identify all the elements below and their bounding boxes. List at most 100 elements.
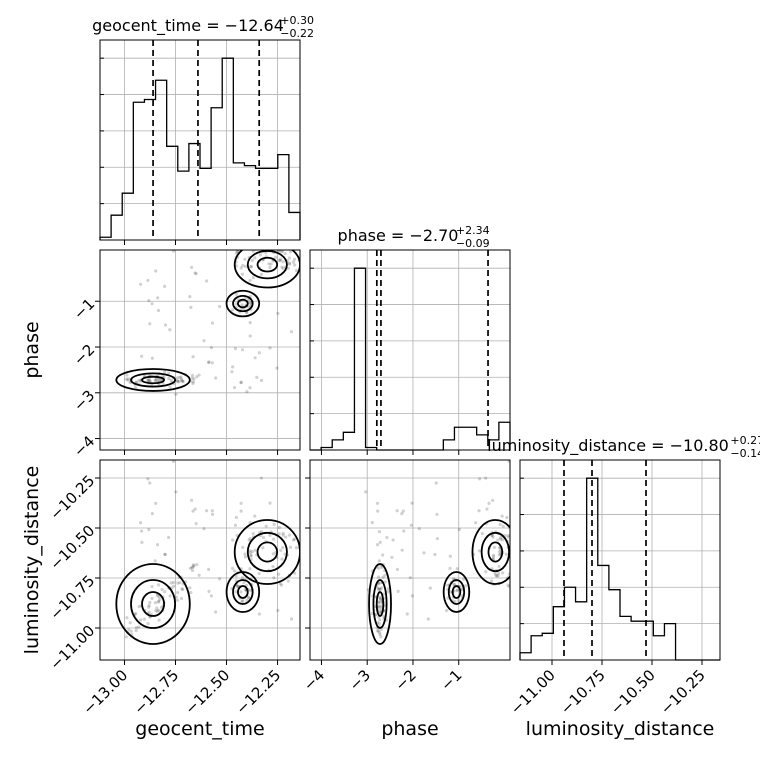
sample-point <box>378 631 382 635</box>
sample-point <box>261 535 266 540</box>
sample-point <box>377 566 381 570</box>
sample-point <box>428 586 432 590</box>
hist-step-phase <box>310 267 511 451</box>
sample-point <box>231 538 235 542</box>
sample-point <box>507 572 510 576</box>
sample-point <box>452 582 456 587</box>
sample-point <box>195 375 199 379</box>
x-axis-label-phase: phase <box>381 718 438 740</box>
sample-point <box>287 262 292 266</box>
sample-point <box>239 380 243 384</box>
sample-point <box>281 533 285 537</box>
sample-point <box>140 354 144 358</box>
y-tick-label: −11.00 <box>46 622 98 674</box>
sample-point <box>163 323 168 327</box>
sample-point <box>253 256 257 260</box>
sample-point <box>150 596 154 601</box>
sample-point <box>268 501 272 505</box>
sample-point <box>284 535 288 539</box>
scatter-panel-phase-luminosity_distance <box>309 459 511 661</box>
sample-point <box>243 257 247 261</box>
x-tick-label: −3 <box>346 666 374 694</box>
sample-point <box>176 379 180 383</box>
sample-point <box>146 378 150 383</box>
sample-point <box>376 509 380 513</box>
sample-point <box>395 567 400 571</box>
sample-point <box>400 548 404 552</box>
sample-point <box>157 608 161 612</box>
title-sup-phase: +2.34 <box>456 224 490 237</box>
sample-point <box>155 606 159 610</box>
sample-point <box>147 299 151 303</box>
sample-point <box>378 595 382 599</box>
sample-point <box>272 576 276 580</box>
sample-point <box>378 632 382 637</box>
x-tick-label: −10.25 <box>657 666 709 718</box>
sample-point <box>281 545 285 550</box>
sample-point <box>247 538 251 542</box>
sample-point <box>167 371 171 375</box>
sample-point <box>218 304 222 309</box>
sample-point <box>484 570 488 574</box>
sample-point <box>146 477 150 481</box>
sample-point <box>175 376 180 380</box>
sample-point <box>491 553 496 557</box>
contour-level <box>237 585 249 599</box>
sample-point <box>435 536 439 541</box>
sample-point <box>156 583 161 587</box>
contour-level <box>233 519 300 585</box>
sample-point <box>279 250 284 254</box>
sample-point <box>147 610 151 614</box>
sample-point <box>267 262 271 266</box>
sample-point <box>154 501 158 505</box>
sample-point <box>175 598 180 602</box>
sample-point <box>134 629 138 633</box>
sample-point <box>375 501 380 505</box>
contour-level <box>141 591 165 617</box>
sample-point <box>276 608 280 613</box>
sample-point <box>378 609 382 613</box>
x-tick-label: −11.00 <box>507 666 559 718</box>
sample-point <box>191 509 195 513</box>
sample-point <box>207 360 211 365</box>
sample-point <box>194 522 198 526</box>
sample-point <box>249 264 253 269</box>
sample-point <box>433 552 437 557</box>
y-axis-label-phase: phase <box>21 321 43 378</box>
sample-point <box>294 546 298 550</box>
sample-point <box>248 321 252 325</box>
sample-point <box>125 373 129 377</box>
scatter-panel-geocent_time-luminosity_distance <box>99 459 301 661</box>
sample-point <box>364 490 368 494</box>
sample-point <box>126 378 130 382</box>
sample-point <box>240 272 245 276</box>
sample-point <box>378 540 382 544</box>
sample-point <box>259 272 263 276</box>
sample-point <box>248 536 252 541</box>
hist-frame-geocent_time <box>99 39 301 241</box>
y-tick-label: −3 <box>70 386 98 414</box>
sample-point <box>277 525 281 530</box>
panels-layer <box>99 39 721 661</box>
sample-point <box>192 564 196 568</box>
sample-point <box>277 532 281 536</box>
sample-point <box>209 594 214 598</box>
sample-point <box>190 565 194 570</box>
sample-point <box>258 253 263 257</box>
x-tick-label: −12.50 <box>181 666 233 718</box>
hist-frame-phase <box>309 249 511 451</box>
x-axis-label-geocent_time: geocent_time <box>135 718 264 740</box>
sample-point <box>156 594 160 598</box>
sample-point <box>194 272 198 276</box>
sample-point <box>492 545 497 549</box>
sample-point <box>147 377 151 381</box>
sample-point <box>148 379 152 383</box>
sample-point <box>287 261 291 265</box>
contour-level <box>141 375 165 385</box>
sample-point <box>174 490 178 494</box>
sample-point <box>156 296 160 300</box>
title-sup-geocent_time: +0.30 <box>280 14 314 27</box>
sample-point <box>248 386 252 390</box>
sample-point <box>156 600 160 604</box>
sample-point <box>293 571 297 575</box>
